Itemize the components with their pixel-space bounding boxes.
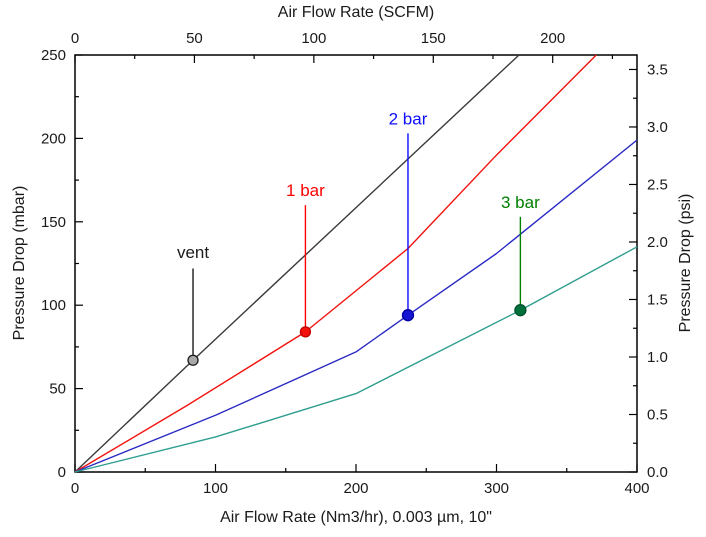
annotation-label-2-bar: 2 bar bbox=[389, 109, 428, 128]
curve-1-bar bbox=[74, 54, 597, 473]
plot-frame bbox=[74, 54, 638, 473]
right-tick-label: 3.5 bbox=[647, 61, 668, 78]
right-tick-label: 1.0 bbox=[647, 349, 668, 366]
top-tick-label: 100 bbox=[301, 30, 326, 47]
bottom-tick-label: 300 bbox=[484, 480, 509, 497]
marker-3-bar bbox=[514, 304, 527, 317]
annotation-label-1-bar: 1 bar bbox=[286, 181, 325, 200]
top-tick-label: 150 bbox=[421, 30, 446, 47]
left-tick-label: 250 bbox=[41, 47, 66, 64]
bottom-tick-label: 400 bbox=[624, 480, 649, 497]
right-tick-label: 1.5 bbox=[647, 291, 668, 308]
bottom-tick-label: 100 bbox=[203, 480, 228, 497]
right-tick-label: 3.0 bbox=[647, 119, 668, 136]
right-tick-label: 2.5 bbox=[647, 176, 668, 193]
left-tick-label: 50 bbox=[49, 381, 66, 398]
top-tick-label: 0 bbox=[71, 30, 79, 47]
top-tick-label: 50 bbox=[186, 30, 203, 47]
left-tick-label: 100 bbox=[41, 297, 66, 314]
bottom-tick-label: 0 bbox=[71, 480, 79, 497]
bottom-tick-label: 200 bbox=[343, 480, 368, 497]
curve-3-bar bbox=[74, 246, 638, 473]
marker-1-bar bbox=[299, 326, 312, 338]
bottom-axis-title: Air Flow Rate (Nm3/hr), 0.003 µm, 10" bbox=[220, 509, 492, 526]
left-tick-label: 150 bbox=[41, 214, 66, 231]
top-axis-title: Air Flow Rate (SCFM) bbox=[277, 4, 435, 21]
marker-vent bbox=[187, 354, 199, 366]
marker-2-bar bbox=[401, 309, 415, 322]
left-tick-label: 200 bbox=[41, 130, 66, 147]
left-tick-label: 0 bbox=[58, 464, 66, 481]
right-tick-label: 2.0 bbox=[647, 234, 668, 251]
right-tick-label: 0.5 bbox=[647, 406, 668, 423]
right-tick-label: 0.0 bbox=[647, 464, 668, 481]
annotation-label-3-bar: 3 bar bbox=[501, 193, 540, 212]
top-tick-label: 200 bbox=[540, 30, 565, 47]
curve-vent bbox=[74, 54, 520, 473]
annotation-label-vent: vent bbox=[177, 243, 209, 262]
